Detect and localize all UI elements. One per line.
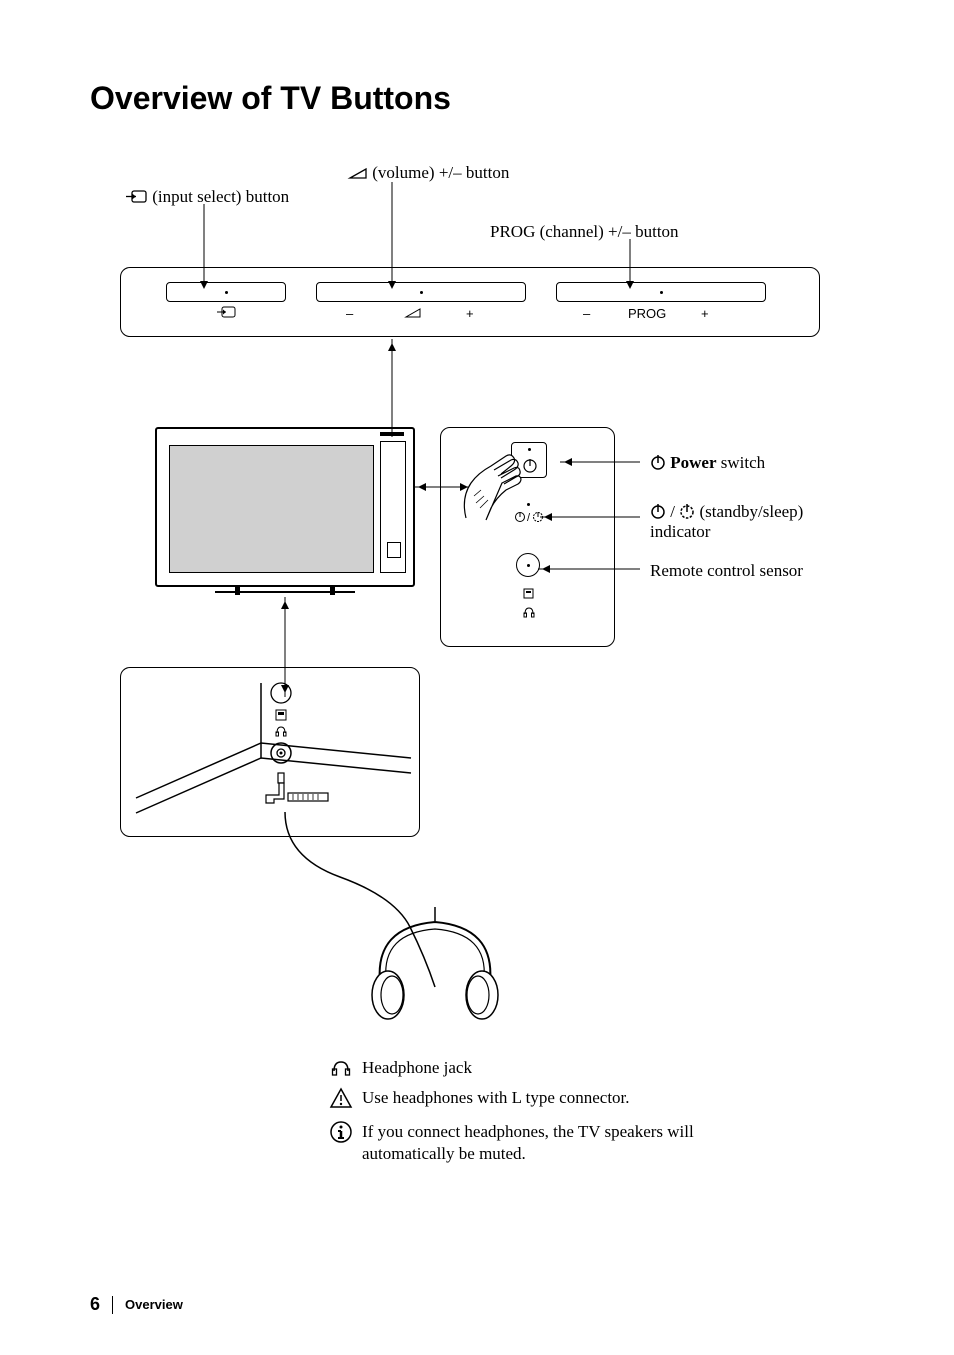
prog-label: PROG (channel) +/– button xyxy=(490,222,679,242)
input-label: (input select) button xyxy=(126,187,289,207)
footer-section: Overview xyxy=(125,1297,183,1312)
standby-label: / (standby/sleep) indicator xyxy=(650,502,850,543)
input-label-text: (input select) button xyxy=(152,187,289,206)
remote-sensor-label: Remote control sensor xyxy=(650,561,803,581)
small-rect-icon xyxy=(523,588,535,600)
power-bold-text: Power xyxy=(670,453,716,472)
prog-button-graphic xyxy=(556,282,766,302)
vol-minus-sublabel: – xyxy=(346,306,353,321)
prog-text-sublabel: PROG xyxy=(628,306,666,321)
manual-page: Overview of TV Buttons xyxy=(0,0,954,1355)
input-icon xyxy=(126,190,148,204)
power-icon xyxy=(650,454,666,470)
input-sublabel-icon xyxy=(217,306,237,321)
top-button-panel: – + – PROG + xyxy=(120,267,820,337)
page-number: 6 xyxy=(90,1294,100,1315)
diagram-area: (volume) +/– button (input select) butto… xyxy=(90,157,864,1177)
prog-plus-sublabel: + xyxy=(701,306,709,321)
standby-indicator-graphic: / xyxy=(513,503,549,529)
jack-panel xyxy=(120,667,420,837)
page-title: Overview of TV Buttons xyxy=(90,80,864,117)
vol-plus-sublabel: + xyxy=(466,306,474,321)
footer-separator xyxy=(112,1296,113,1314)
side-button-panel: / xyxy=(440,427,615,647)
volume-icon xyxy=(350,167,368,179)
volume-label: (volume) +/– button xyxy=(350,163,509,183)
headphones-illustration xyxy=(360,907,510,1037)
volume-button-graphic xyxy=(316,282,526,302)
warning-text: Use headphones with L type connector. xyxy=(362,1087,630,1109)
headphone-jack-icon xyxy=(330,1057,352,1079)
headphone-notes: Headphone jack Use headphones with L typ… xyxy=(330,1057,760,1173)
headphone-small-icon xyxy=(523,606,535,618)
standby-sleep-icon xyxy=(679,503,695,519)
power-rest-text: switch xyxy=(717,453,766,472)
tv-illustration xyxy=(155,427,415,607)
input-button-graphic xyxy=(166,282,286,302)
page-footer: 6 Overview xyxy=(90,1294,183,1315)
svg-text:/: / xyxy=(527,512,531,524)
jack-panel-svg xyxy=(121,668,421,838)
info-text: If you connect headphones, the TV speake… xyxy=(362,1121,732,1165)
standby-power-icon xyxy=(650,503,666,519)
vol-icon-sublabel xyxy=(406,306,422,321)
standby-label-text: (standby/sleep) indicator xyxy=(650,502,803,541)
info-icon xyxy=(330,1121,352,1143)
headphone-jack-title: Headphone jack xyxy=(362,1057,472,1079)
remote-sensor-graphic xyxy=(516,553,540,577)
prog-minus-sublabel: – xyxy=(583,306,590,321)
warning-icon xyxy=(330,1087,352,1109)
volume-label-text: (volume) +/– button xyxy=(372,163,509,182)
power-switch-label: Power switch xyxy=(650,453,765,473)
